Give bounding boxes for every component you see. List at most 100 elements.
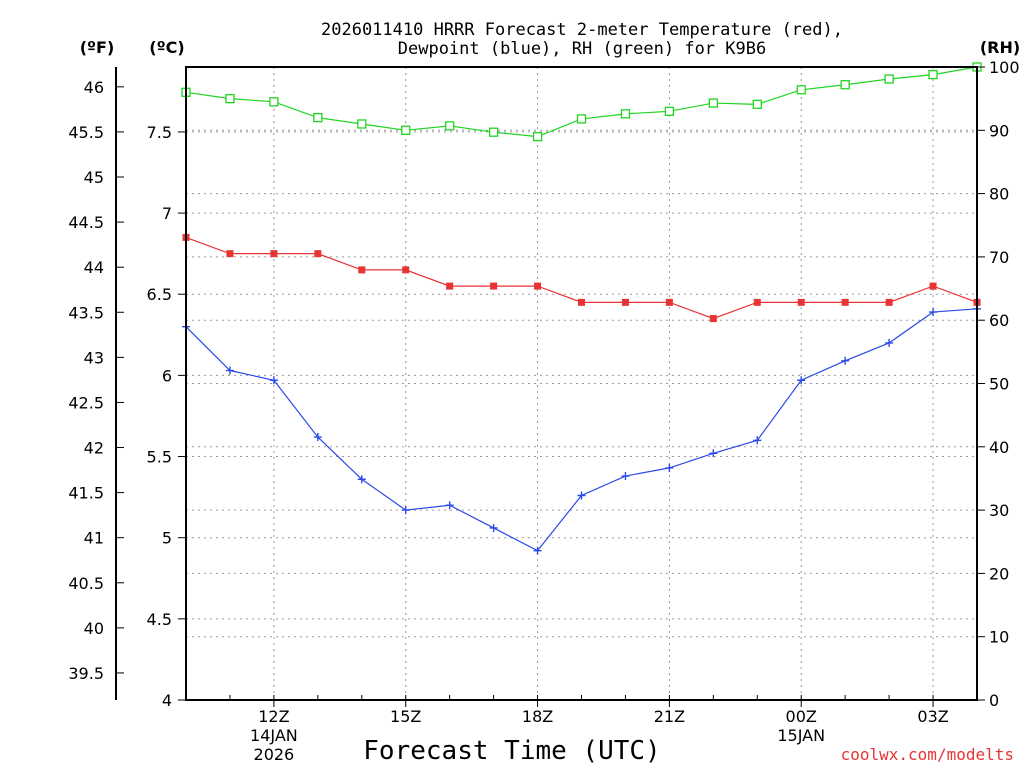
f-tick-label-11: 45 [84,168,104,187]
point-rh-5 [401,125,411,135]
x-tick-sub1-4: 15JAN [777,726,825,745]
point-rh-4 [357,119,367,129]
point-dewpoint-6 [445,501,454,510]
x-tick-label-3: 21Z [654,707,685,726]
point-dewpoint-17 [929,308,938,317]
point-rh-16 [884,74,894,84]
point-dewpoint-9 [577,491,586,500]
x-axis-title: Forecast Time (UTC) [363,736,660,766]
point-temperature-8 [534,282,542,290]
point-temperature-9 [578,298,585,306]
rh-tick-label-6: 60 [989,311,1009,330]
point-dewpoint-14 [797,376,806,385]
f-tick-label-7: 43 [84,348,104,367]
point-rh-17 [928,69,938,80]
f-tick-label-4: 41.5 [68,484,104,503]
watermark: coolwx.com/modelts [841,745,1014,764]
data-series [181,62,982,555]
point-dewpoint-16 [885,338,894,347]
f-tick-label-12: 45.5 [68,123,104,142]
point-temperature-15 [841,298,849,306]
point-rh-7 [488,127,499,137]
series-line-rh [185,66,978,138]
point-temperature-13 [753,298,761,306]
f-tick-label-0: 39.5 [68,664,104,683]
series-line-temperature [185,236,978,320]
point-temperature-2 [270,250,278,258]
rh-tick-label-2: 20 [989,564,1009,583]
point-temperature-11 [665,298,673,306]
x-tick-label-2: 18Z [522,707,553,726]
c-tick-label-3: 5.5 [147,448,172,467]
f-tick-label-10: 44.5 [68,213,104,232]
f-tick-label-3: 41 [84,529,104,548]
rh-tick-label-10: 100 [989,58,1020,77]
c-tick-label-1: 4.5 [147,610,172,629]
x-tick-sub2-0: 2026 [254,745,295,764]
celsius-unit-label: (ºC) [149,38,184,57]
point-rh-3 [313,112,323,123]
point-rh-6 [445,121,455,131]
point-temperature-14 [797,298,805,306]
point-rh-9 [576,114,587,124]
f-tick-label-8: 43.5 [68,303,104,322]
rh-tick-label-3: 30 [989,501,1009,520]
f-tick-label-13: 46 [84,78,104,97]
axes: 44.555.566.577.539.54040.54141.54242.543… [68,58,1019,764]
gridlines [186,66,977,701]
point-dewpoint-1 [225,366,234,375]
rh-tick-label-1: 10 [989,628,1009,647]
series-line-dewpoint [185,308,978,552]
x-tick-label-5: 03Z [917,707,948,726]
point-rh-10 [620,109,631,119]
point-temperature-1 [226,250,234,258]
x-tick-label-4: 00Z [786,707,817,726]
point-temperature-6 [446,282,454,290]
point-dewpoint-5 [401,506,410,515]
point-temperature-12 [709,315,717,323]
point-dewpoint-3 [313,433,322,442]
point-temperature-5 [402,266,410,274]
point-rh-12 [708,98,718,108]
point-dewpoint-7 [489,523,498,532]
c-tick-label-0: 4 [162,691,172,710]
c-tick-label-4: 6 [162,366,172,385]
point-rh-15 [840,80,850,90]
point-dewpoint-2 [269,376,278,385]
point-dewpoint-10 [621,472,630,481]
c-tick-label-2: 5 [162,529,172,548]
c-tick-label-5: 6.5 [147,285,172,304]
point-rh-11 [664,106,675,116]
point-dewpoint-12 [709,449,718,458]
point-temperature-16 [885,298,893,306]
rh-tick-label-0: 0 [989,691,999,710]
point-dewpoint-11 [665,463,674,472]
x-tick-sub1-0: 14JAN [250,726,298,745]
rh-tick-label-9: 90 [989,121,1009,140]
point-temperature-10 [621,298,629,306]
point-temperature-4 [358,266,366,274]
f-tick-label-2: 40.5 [68,574,104,593]
c-tick-label-6: 7 [162,204,172,223]
fahrenheit-unit-label: (ºF) [80,38,115,57]
point-dewpoint-13 [753,436,762,445]
point-rh-8 [532,131,543,142]
point-temperature-7 [490,282,498,290]
point-rh-13 [752,99,762,109]
rh-tick-label-4: 40 [989,438,1009,457]
point-dewpoint-4 [357,475,366,484]
f-tick-label-6: 42.5 [68,393,104,412]
point-rh-14 [796,85,806,95]
rh-tick-label-5: 50 [989,375,1009,394]
chart-title-line2: Dewpoint (blue), RH (green) for K9B6 [398,39,766,59]
f-tick-label-5: 42 [84,439,104,458]
rh-tick-label-7: 70 [989,248,1009,267]
x-tick-label-0: 12Z [258,707,289,726]
f-tick-label-9: 44 [84,258,104,277]
point-rh-2 [269,97,279,107]
chart-title-line1: 2026011410 HRRR Forecast 2-meter Tempera… [321,20,843,40]
c-tick-label-7: 7.5 [147,123,172,142]
point-rh-1 [225,94,235,104]
rh-tick-label-8: 80 [989,185,1009,204]
